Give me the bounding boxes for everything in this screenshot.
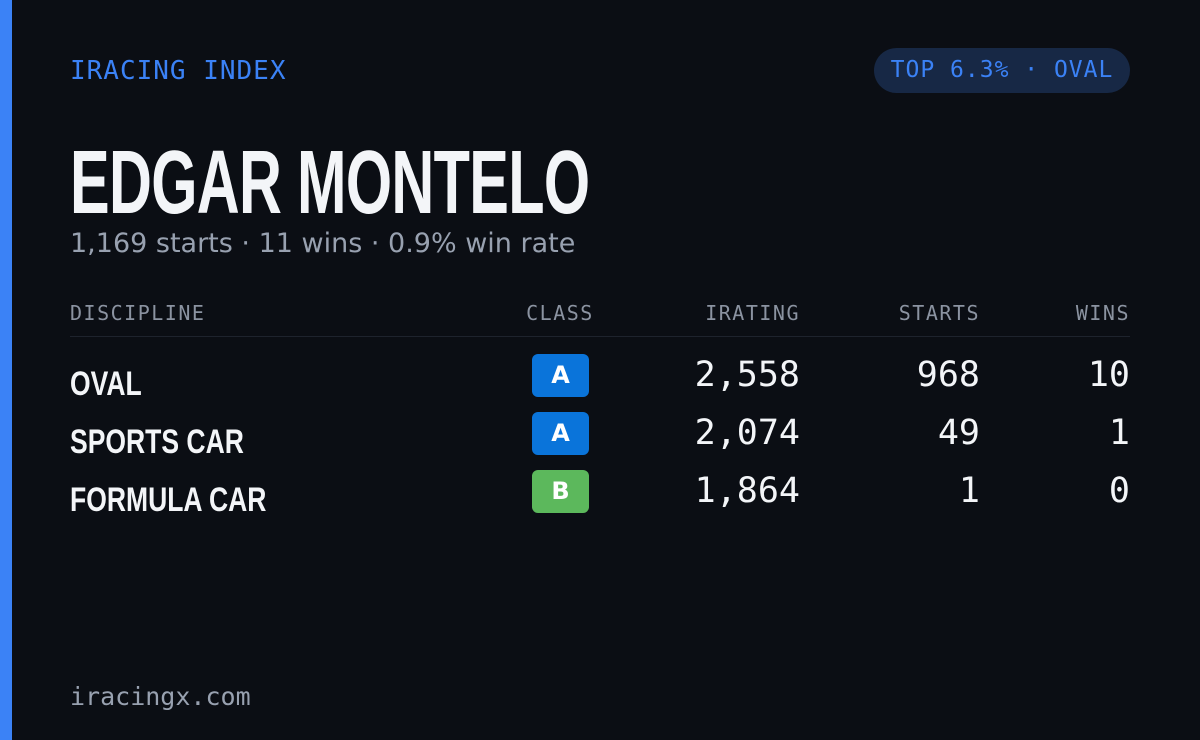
starts: 49: [937, 413, 980, 453]
discipline: FORMULA CAR: [70, 481, 267, 519]
wins: 10: [1087, 355, 1130, 395]
discipline: OVAL: [70, 365, 142, 403]
irating: 2,074: [694, 413, 800, 453]
column-header: DISCIPLINE: [70, 301, 206, 325]
column-header: IRATING: [705, 301, 800, 325]
class-badge: A: [532, 412, 589, 455]
wins: 1: [1108, 413, 1130, 453]
column-header: STARTS: [898, 301, 980, 325]
column-header: CLASS: [526, 301, 594, 325]
rank-badge: TOP 6.3% · OVAL: [874, 48, 1130, 93]
brand: IRACING INDEX: [70, 56, 287, 86]
column-header: WINS: [1075, 301, 1130, 325]
wins: 0: [1108, 471, 1130, 511]
summary: 1,169 starts · 11 wins · 0.9% win rate: [70, 228, 576, 259]
class-badge: A: [532, 354, 589, 397]
starts: 968: [916, 355, 980, 395]
irating: 2,558: [694, 355, 800, 395]
footer-url: iracingx.com: [70, 682, 251, 711]
accent-bar: [0, 0, 12, 740]
driver-name: EDGAR MONTELO: [70, 133, 590, 233]
class-badge: B: [532, 470, 589, 513]
irating: 1,864: [694, 471, 800, 511]
starts: 1: [958, 471, 980, 511]
divider: [70, 336, 1130, 337]
discipline: SPORTS CAR: [70, 423, 244, 461]
